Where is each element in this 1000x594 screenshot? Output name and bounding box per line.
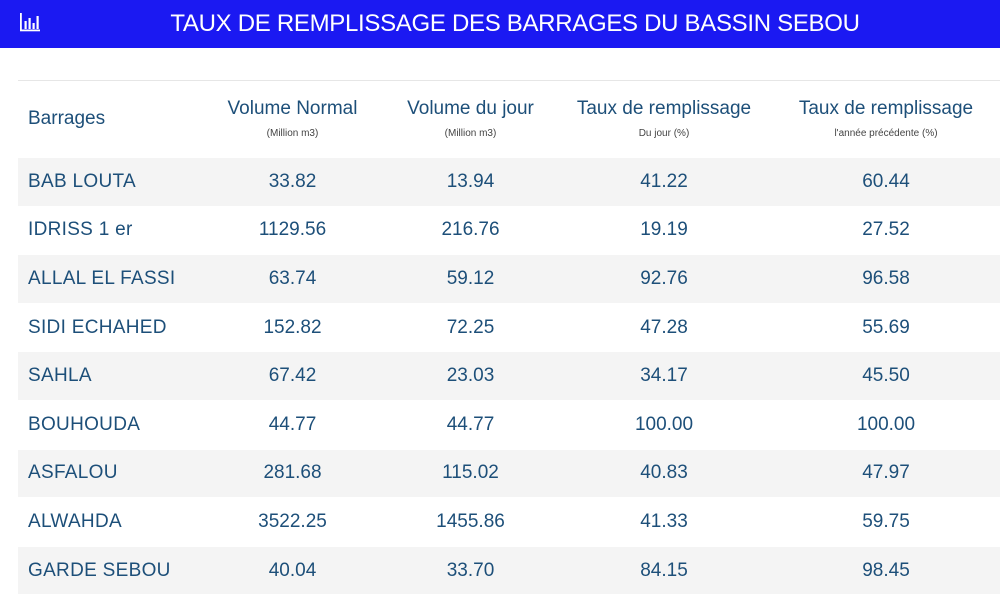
- volume-normal: 281.68: [200, 448, 385, 498]
- volume-normal: 33.82: [200, 157, 385, 207]
- taux-annee-precedente: 96.58: [772, 254, 1000, 304]
- volume-du-jour: 44.77: [385, 399, 556, 450]
- volume-normal: 152.82: [200, 302, 385, 352]
- dam-name: ALLAL EL FASSI: [18, 254, 200, 304]
- table-row: ALLAL EL FASSI 63.74 59.12 92.76 96.58: [18, 254, 1000, 304]
- dam-name: ASFALOU: [18, 448, 200, 498]
- page-header: TAUX DE REMPLISSAGE DES BARRAGES DU BASS…: [0, 0, 1000, 48]
- volume-du-jour: 1455.86: [385, 497, 556, 547]
- column-header-barrages: Barrages: [18, 81, 200, 158]
- dam-name: ALWAHDA: [18, 497, 200, 547]
- taux-du-jour: 100.00: [556, 399, 772, 450]
- dam-name: SIDI ECHAHED: [18, 302, 200, 352]
- taux-annee-precedente: 27.52: [772, 205, 1000, 255]
- taux-annee-precedente: 60.44: [772, 157, 1000, 207]
- volume-normal: 3522.25: [200, 497, 385, 547]
- table-row: IDRISS 1 er 1129.56 216.76 19.19 27.52: [18, 205, 1000, 255]
- table-row: ASFALOU 281.68 115.02 40.83 47.97: [18, 448, 1000, 498]
- column-header-unit: (Million m3): [444, 128, 497, 139]
- dam-name: SAHLA: [18, 351, 200, 401]
- taux-annee-precedente: 98.45: [772, 545, 1000, 594]
- page-title: TAUX DE REMPLISSAGE DES BARRAGES DU BASS…: [170, 10, 860, 37]
- volume-normal: 44.77: [200, 399, 385, 450]
- volume-du-jour: 115.02: [385, 448, 556, 498]
- volume-du-jour: 59.12: [385, 254, 556, 304]
- volume-normal: 63.74: [200, 254, 385, 304]
- column-header-unit: Du jour (%): [638, 128, 690, 139]
- taux-du-jour: 41.22: [556, 157, 772, 207]
- column-header-label: Taux de remplissage: [576, 98, 752, 119]
- dam-name: GARDE SEBOU: [18, 545, 200, 594]
- column-header-volume-du-jour: Volume du jour (Million m3): [385, 81, 556, 158]
- taux-annee-precedente: 45.50: [772, 351, 1000, 401]
- taux-annee-precedente: 100.00: [772, 399, 1000, 450]
- taux-annee-precedente: 47.97: [772, 448, 1000, 498]
- table-header-row: Barrages Volume Normal (Million m3) Volu…: [18, 81, 1000, 158]
- table-row: GARDE SEBOU 40.04 33.70 84.15 98.45: [18, 545, 1000, 594]
- volume-du-jour: 13.94: [385, 157, 556, 207]
- table-row: SIDI ECHAHED 152.82 72.25 47.28 55.69: [18, 302, 1000, 352]
- dam-name: BOUHOUDA: [18, 399, 200, 450]
- column-header-unit: l'année précédente (%): [834, 128, 938, 139]
- volume-du-jour: 72.25: [385, 302, 556, 352]
- column-header-volume-normal: Volume Normal (Million m3): [200, 81, 385, 158]
- taux-du-jour: 40.83: [556, 448, 772, 498]
- taux-annee-precedente: 55.69: [772, 302, 1000, 352]
- taux-du-jour: 34.17: [556, 351, 772, 401]
- dam-name: IDRISS 1 er: [18, 205, 200, 255]
- taux-annee-precedente: 59.75: [772, 497, 1000, 547]
- taux-du-jour: 47.28: [556, 302, 772, 352]
- bar-chart-icon: [18, 12, 42, 34]
- taux-du-jour: 41.33: [556, 497, 772, 547]
- column-header-taux-du-jour: Taux de remplissage Du jour (%): [556, 81, 772, 158]
- taux-du-jour: 19.19: [556, 205, 772, 255]
- volume-normal: 67.42: [200, 351, 385, 401]
- taux-du-jour: 84.15: [556, 545, 772, 594]
- volume-normal: 1129.56: [200, 205, 385, 255]
- taux-du-jour: 92.76: [556, 254, 772, 304]
- volume-du-jour: 216.76: [385, 205, 556, 255]
- column-header-unit: (Million m3): [266, 128, 319, 139]
- column-header-label: Barrages: [28, 108, 106, 129]
- column-header-label: Volume du jour: [407, 98, 534, 119]
- volume-du-jour: 33.70: [385, 545, 556, 594]
- table-row: SAHLA 67.42 23.03 34.17 45.50: [18, 351, 1000, 401]
- column-header-label: Taux de remplissage: [798, 98, 974, 119]
- table-row: BOUHOUDA 44.77 44.77 100.00 100.00: [18, 399, 1000, 450]
- column-header-taux-annee-precedente: Taux de remplissage l'année précédente (…: [772, 81, 1000, 158]
- volume-du-jour: 23.03: [385, 351, 556, 401]
- table-row: ALWAHDA 3522.25 1455.86 41.33 59.75: [18, 497, 1000, 547]
- dams-table: Barrages Volume Normal (Million m3) Volu…: [18, 80, 1000, 594]
- volume-normal: 40.04: [200, 545, 385, 594]
- dam-name: BAB LOUTA: [18, 157, 200, 207]
- column-header-label: Volume Normal: [227, 98, 358, 119]
- table-row: BAB LOUTA 33.82 13.94 41.22 60.44: [18, 157, 1000, 207]
